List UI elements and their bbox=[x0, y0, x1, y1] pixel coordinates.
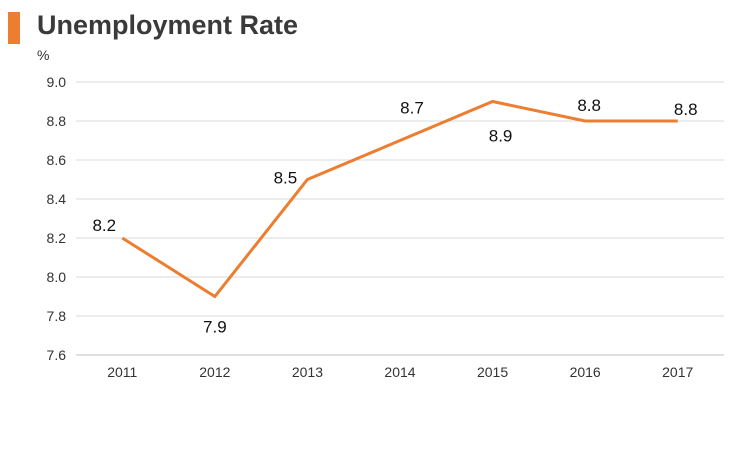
data-label: 8.2 bbox=[92, 216, 116, 235]
y-tick-label: 7.6 bbox=[47, 347, 67, 363]
y-tick-label: 8.8 bbox=[47, 113, 67, 129]
x-axis-ticks: 2011 2012 2013 2014 2015 2016 2017 bbox=[107, 364, 693, 380]
series-line-unemployment bbox=[121, 99, 678, 299]
x-tick-label: 2013 bbox=[292, 364, 323, 380]
data-labels: 8.2 7.9 8.5 8.7 8.9 8.8 8.8 bbox=[92, 96, 697, 337]
data-label: 7.9 bbox=[203, 318, 227, 337]
y-tick-label: 8.0 bbox=[47, 269, 67, 285]
y-axis-ticks: 9.0 8.8 8.6 8.4 8.2 8.0 7.8 7.6 bbox=[47, 74, 67, 363]
y-tick-label: 8.4 bbox=[47, 191, 67, 207]
x-tick-label: 2011 bbox=[107, 364, 137, 380]
data-label: 8.8 bbox=[577, 96, 601, 115]
x-tick-label: 2017 bbox=[662, 364, 693, 380]
y-tick-label: 7.8 bbox=[47, 308, 67, 324]
chart-title: Unemployment Rate bbox=[37, 10, 299, 40]
x-tick-label: 2012 bbox=[199, 364, 230, 380]
x-tick-label: 2016 bbox=[570, 364, 601, 380]
x-tick-label: 2014 bbox=[384, 364, 415, 380]
y-axis-unit-label: % bbox=[37, 47, 49, 63]
y-tick-label: 8.6 bbox=[47, 152, 67, 168]
data-label: 8.9 bbox=[489, 127, 513, 146]
x-tick-label: 2015 bbox=[477, 364, 508, 380]
data-label: 8.8 bbox=[674, 100, 698, 119]
data-label: 8.7 bbox=[400, 99, 424, 118]
title-accent-bar bbox=[8, 12, 20, 44]
y-tick-label: 8.2 bbox=[47, 230, 67, 246]
data-label: 8.5 bbox=[274, 169, 298, 188]
y-tick-label: 9.0 bbox=[47, 74, 67, 90]
